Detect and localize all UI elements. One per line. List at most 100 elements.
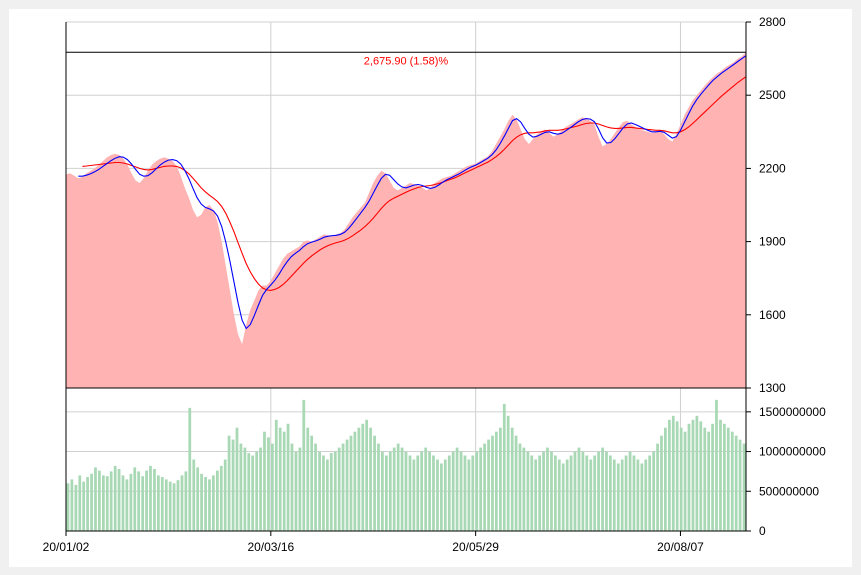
stock-chart: 2,675.90 (1.58)% 2800 2500 2200 1900 1600 130… <box>43 15 826 554</box>
volume-bar <box>255 451 259 531</box>
volume-bar <box>699 421 703 531</box>
volume-bar <box>522 447 526 531</box>
volume-bar <box>601 447 604 531</box>
volume-bar <box>271 443 274 531</box>
price-tick-label: 1600 <box>759 308 786 322</box>
volume-bar <box>557 459 561 531</box>
volume-bar <box>121 475 125 531</box>
volume-bar <box>471 455 475 531</box>
volume-bar <box>302 399 306 531</box>
volume-bar <box>510 427 514 531</box>
volume-bar <box>463 455 467 531</box>
volume-bar <box>502 403 506 531</box>
volume-bar <box>593 455 597 531</box>
volume-bar <box>239 443 243 531</box>
volume-bars <box>66 399 746 532</box>
volume-bar <box>711 423 714 532</box>
volume-bar <box>538 455 542 531</box>
volume-bar <box>298 447 302 531</box>
volume-bar <box>86 477 89 531</box>
volume-bar <box>141 476 145 531</box>
volume-bar <box>436 459 439 531</box>
volume-bar <box>278 427 282 531</box>
volume-bar <box>251 455 255 531</box>
volume-bar <box>432 455 435 531</box>
volume-bar <box>447 455 451 531</box>
volume-bar <box>223 459 227 531</box>
volume-bar <box>381 451 384 531</box>
volume-bar <box>734 435 738 531</box>
volume-bar <box>675 421 679 531</box>
volume-bar <box>137 471 141 531</box>
volume-bar <box>628 451 632 531</box>
volume-bar <box>82 481 86 531</box>
volume-bar <box>640 463 644 531</box>
volume-bar <box>577 447 581 531</box>
price-tick-label: 2200 <box>759 161 786 175</box>
volume-bar <box>70 479 74 531</box>
volume-bar <box>133 467 137 531</box>
price-tick-label: 2500 <box>759 88 786 102</box>
volume-tick-label: 0 <box>759 524 766 538</box>
volume-bar <box>719 419 722 531</box>
volume-bar <box>475 451 479 531</box>
volume-bar <box>145 470 148 531</box>
volume-bar <box>440 463 443 531</box>
volume-bar <box>377 443 380 531</box>
volume-bar <box>208 479 211 531</box>
volume-bar <box>66 483 70 531</box>
volume-bar <box>487 439 490 531</box>
volume-bar <box>483 443 486 531</box>
volume-bar <box>597 451 600 531</box>
volume-bar <box>192 459 196 531</box>
volume-bar <box>164 479 168 531</box>
volume-bar <box>78 475 82 531</box>
volume-bar <box>149 465 152 531</box>
volume-bar <box>231 439 235 531</box>
date-tick-label: 20/03/16 <box>247 540 294 554</box>
volume-bar <box>184 471 188 531</box>
volume-bar <box>455 447 459 531</box>
volume-bar <box>345 439 349 531</box>
volume-bar <box>396 443 400 531</box>
volume-bar <box>550 451 553 531</box>
volume-bar <box>683 431 687 531</box>
volume-bar <box>526 451 530 531</box>
volume-bar <box>216 470 219 531</box>
volume-bar <box>188 407 192 531</box>
volume-bar <box>420 451 424 531</box>
volume-bar <box>687 423 691 532</box>
volume-bar <box>632 455 636 531</box>
volume-bar <box>227 435 231 531</box>
volume-bar <box>636 459 640 531</box>
volume-bar <box>263 431 266 531</box>
volume-bar <box>318 451 321 531</box>
volume-bar <box>117 469 121 531</box>
ma-short-line <box>78 55 747 330</box>
volume-tick-label: 1500000000 <box>759 405 826 419</box>
volume-bar <box>491 435 494 531</box>
volume-bar <box>581 451 585 531</box>
volume-bar <box>180 475 184 531</box>
volume-bar <box>514 435 518 531</box>
date-tick-label: 20/08/07 <box>657 540 704 554</box>
volume-bar <box>235 427 239 531</box>
date-tick-label: 20/05/29 <box>452 540 499 554</box>
volume-bar <box>369 427 372 531</box>
volume-bar <box>341 443 345 531</box>
volume-bar <box>388 451 392 531</box>
volume-bar <box>652 451 656 531</box>
volume-bar <box>329 453 333 531</box>
volume-bar <box>648 455 652 531</box>
volume-bar <box>656 443 659 531</box>
volume-bar <box>326 459 329 531</box>
volume-bar <box>554 455 557 531</box>
volume-bar <box>542 451 545 531</box>
volume-bar <box>168 481 172 531</box>
price-axis-ticks: 2800 2500 2200 1900 1600 1300 <box>746 15 786 395</box>
price-tick-label: 2800 <box>759 15 786 29</box>
volume-bar <box>424 447 428 531</box>
volume-bar <box>109 471 113 531</box>
volume-bar <box>306 427 310 531</box>
